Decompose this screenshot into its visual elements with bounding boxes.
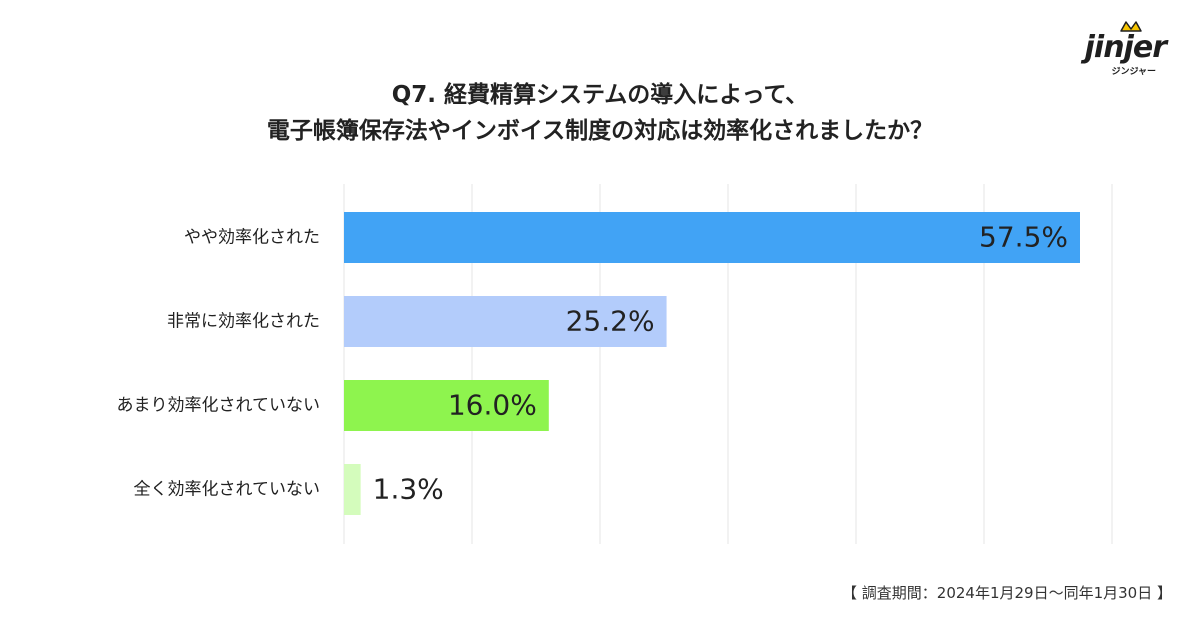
chart-title-line1: Q7. 経費精算システムの導入によって、 [391,82,809,108]
bar [344,212,1080,263]
value-label: 16.0% [448,389,537,422]
logo-mark-icon [1120,21,1142,32]
bar [344,296,667,347]
survey-period-note: 【 調査期間：2024年1月29日〜同年1月30日 】 [842,584,1172,602]
bar [344,380,549,431]
category-label: やや効率化された [184,228,320,248]
chart-title-line2: 電子帳簿保存法やインボイス制度の対応は効率化されましたか？ [266,118,934,144]
logo-word: jinjer [1084,30,1167,65]
value-label: 1.3% [373,473,444,506]
logo-subtitle: ジンジャー [1111,67,1156,77]
value-label: 57.5% [979,221,1068,254]
jinjer-logo: jinjer ジンジャー [1082,18,1172,78]
value-label: 25.2% [566,305,655,338]
category-label: あまり効率化されていない [117,396,321,416]
category-label: 全く効率化されていない [134,480,321,500]
bar [344,464,361,515]
category-label: 非常に効率化された [167,312,320,332]
